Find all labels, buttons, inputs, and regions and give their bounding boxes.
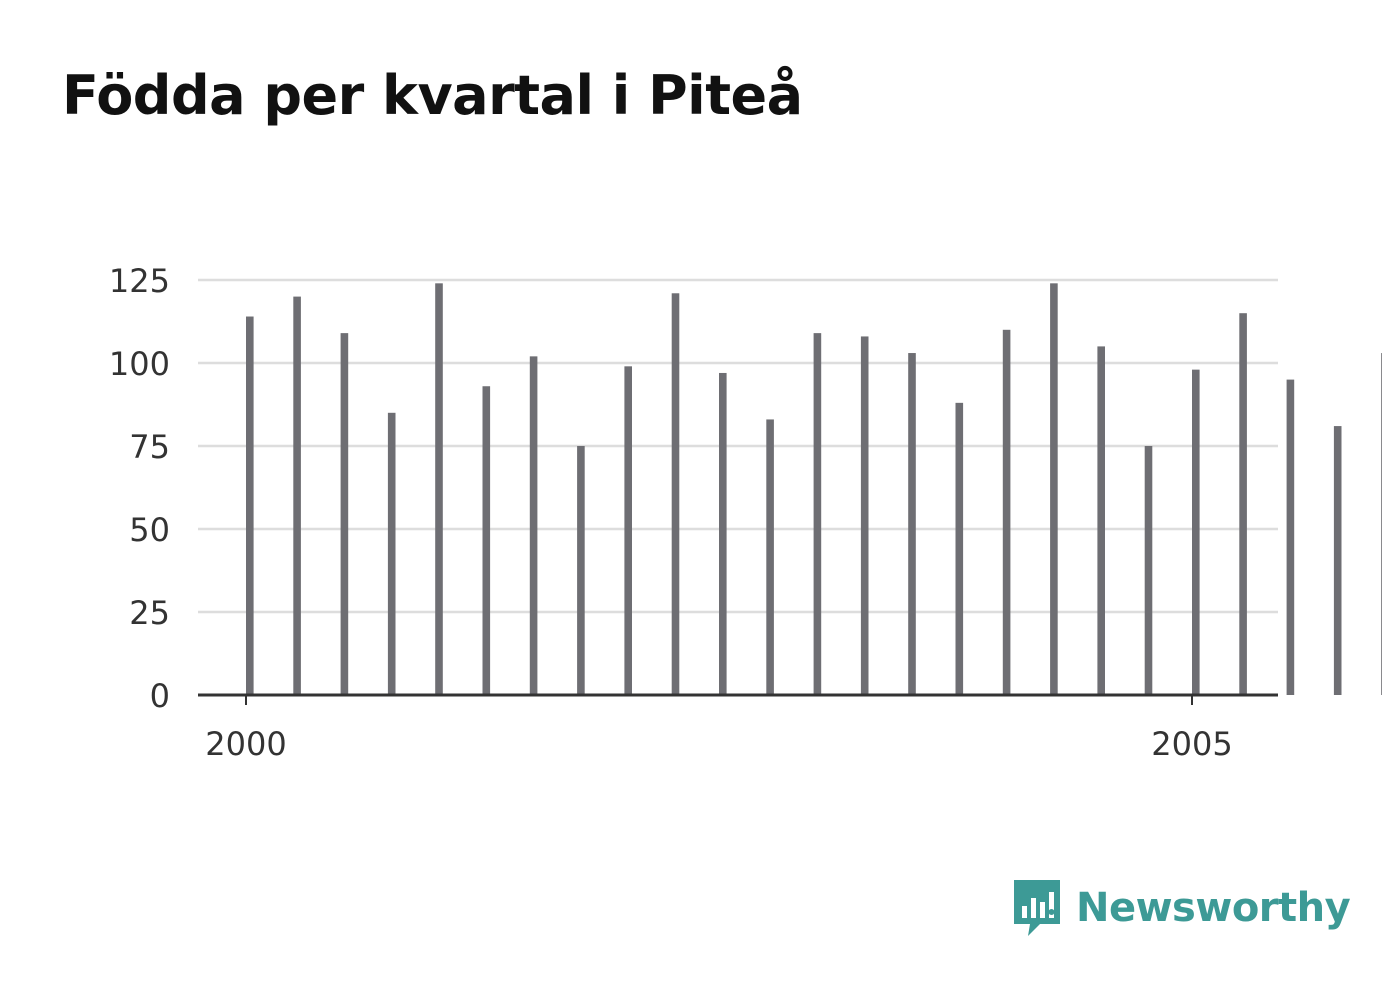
bar — [1333, 426, 1342, 695]
gridlines — [198, 278, 1278, 614]
bar — [482, 386, 491, 695]
bar — [529, 356, 538, 695]
bar — [671, 293, 680, 695]
bar — [435, 283, 443, 695]
bar — [624, 366, 632, 695]
logo-text: Newsworthy — [1076, 885, 1351, 931]
y-axis-ticks: 0 25 50 75 100 125 — [109, 262, 170, 715]
bar — [955, 402, 964, 695]
bar — [293, 296, 301, 695]
bar — [1192, 369, 1200, 695]
bar — [908, 353, 916, 695]
newsworthy-logo: Newsworthy — [1010, 876, 1351, 940]
y-tick-label: 50 — [129, 511, 170, 549]
bar — [719, 372, 727, 695]
chart-title: Födda per kvartal i Piteå — [62, 64, 803, 127]
bar — [387, 412, 396, 695]
bar — [1002, 329, 1011, 695]
y-tick-label: 75 — [129, 428, 170, 466]
x-axis-ticks: 200020052010201520202025 — [205, 695, 1233, 763]
bar — [246, 316, 254, 695]
bar — [577, 446, 585, 695]
x-tick-label: 2000 — [205, 725, 286, 763]
bar — [1239, 313, 1247, 695]
y-tick-label: 25 — [129, 594, 170, 632]
bar — [1286, 379, 1295, 695]
y-tick-label: 0 — [150, 677, 170, 715]
newsworthy-logo-icon — [1014, 880, 1060, 936]
bar — [1144, 446, 1153, 695]
bar — [813, 333, 822, 695]
bar — [1097, 346, 1105, 695]
y-tick-label: 125 — [109, 262, 170, 300]
bar — [766, 419, 774, 695]
bar — [860, 336, 869, 695]
bars — [246, 283, 1382, 695]
bar — [1050, 283, 1058, 695]
x-tick-label: 2005 — [1151, 725, 1232, 763]
y-tick-label: 100 — [109, 345, 170, 383]
bar — [340, 333, 349, 695]
